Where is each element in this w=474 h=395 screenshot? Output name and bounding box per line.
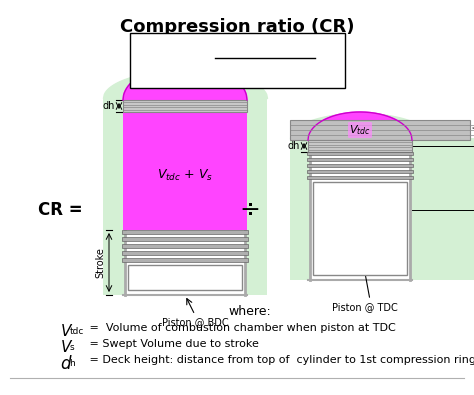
Text: dh: dh (103, 101, 115, 111)
Text: Stroke: Stroke (95, 247, 105, 278)
Bar (307, 152, 413, 155)
Bar (103, 98, 125, 295)
Bar (290, 120, 470, 140)
Text: CR =: CR = (38, 201, 82, 219)
Text: h: h (69, 359, 75, 368)
Text: = Swept Volume due to stroke: = Swept Volume due to stroke (86, 339, 259, 349)
Text: tdc: tdc (70, 327, 84, 336)
Text: s: s (70, 343, 74, 352)
Bar (307, 164, 413, 167)
Bar (307, 176, 413, 179)
Bar (308, 140, 412, 152)
Text: =  Volume of combustion chamber when piston at TDC: = Volume of combustion chamber when pist… (86, 323, 396, 333)
Text: Piston @ BDC: Piston @ BDC (162, 317, 228, 327)
Bar (245, 98, 267, 295)
Bar (307, 170, 413, 173)
Text: where:: where: (228, 305, 272, 318)
Text: $\mathit{V}$: $\mathit{V}$ (60, 339, 73, 355)
Text: Compression ratio (CR): Compression ratio (CR) (120, 18, 354, 36)
Bar (122, 244, 248, 248)
Bar (122, 258, 248, 262)
Bar (308, 140, 412, 152)
Text: $V_{tdc}$: $V_{tdc}$ (252, 64, 278, 80)
Polygon shape (308, 112, 412, 140)
Text: $V_{tdc}$: $V_{tdc}$ (349, 123, 371, 137)
Text: dh: dh (288, 141, 300, 151)
Text: CR  =: CR = (155, 51, 195, 65)
Bar (410, 138, 474, 280)
Text: = Deck height: distance from top of  cylinder to 1st compression ring .: = Deck height: distance from top of cyli… (86, 355, 474, 365)
Text: $V_{tdc}$ + $V_s$: $V_{tdc}$ + $V_s$ (234, 37, 296, 53)
Bar (122, 251, 248, 255)
Text: $\mathit{d}$: $\mathit{d}$ (60, 355, 73, 373)
Bar (122, 230, 248, 234)
Bar (130, 33, 345, 88)
Text: $V_{tdc}$ + $V_s$: $V_{tdc}$ + $V_s$ (157, 167, 213, 182)
Text: ÷: ÷ (239, 198, 260, 222)
Bar (128, 265, 242, 290)
Bar (123, 100, 247, 230)
Bar (313, 182, 407, 275)
Bar (307, 158, 413, 161)
Bar (290, 138, 310, 280)
Bar (123, 100, 247, 112)
Bar (122, 237, 248, 241)
Polygon shape (123, 65, 247, 100)
Text: $\mathit{V}$: $\mathit{V}$ (60, 323, 73, 339)
Text: Piston @ TDC: Piston @ TDC (332, 302, 398, 312)
